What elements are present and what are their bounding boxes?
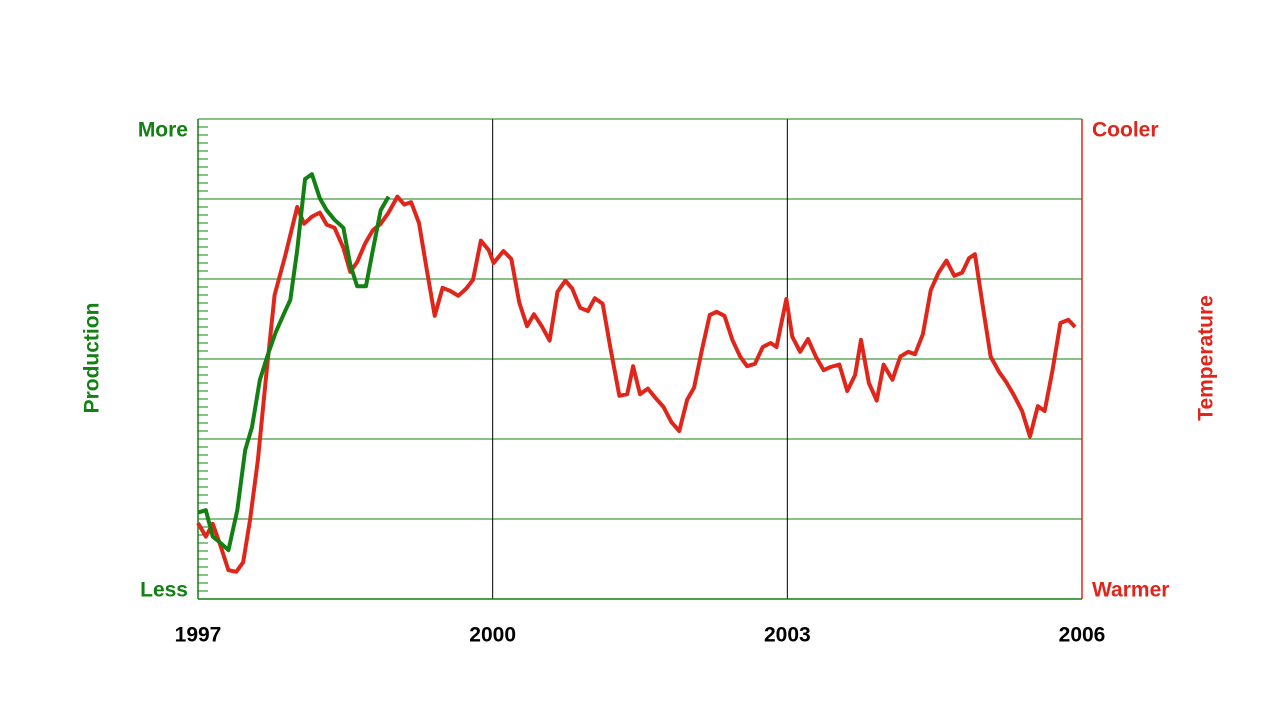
x-tick-label: 2003 — [764, 624, 811, 647]
y-tick-label: Less — [140, 579, 188, 602]
y-axis-label: Production — [81, 303, 104, 414]
x-tick-label: 2000 — [469, 624, 516, 647]
y2-tick-label: Cooler — [1092, 119, 1159, 142]
x-tick-label: 1997 — [175, 624, 222, 647]
data-line — [196, 194, 1077, 574]
x-tick-label: 2006 — [1059, 624, 1106, 647]
y-tick-label: More — [138, 119, 188, 142]
y2-tick-label: Warmer — [1092, 579, 1169, 602]
y2-axis-label: Temperature — [1195, 295, 1218, 421]
data-line — [197, 172, 391, 553]
